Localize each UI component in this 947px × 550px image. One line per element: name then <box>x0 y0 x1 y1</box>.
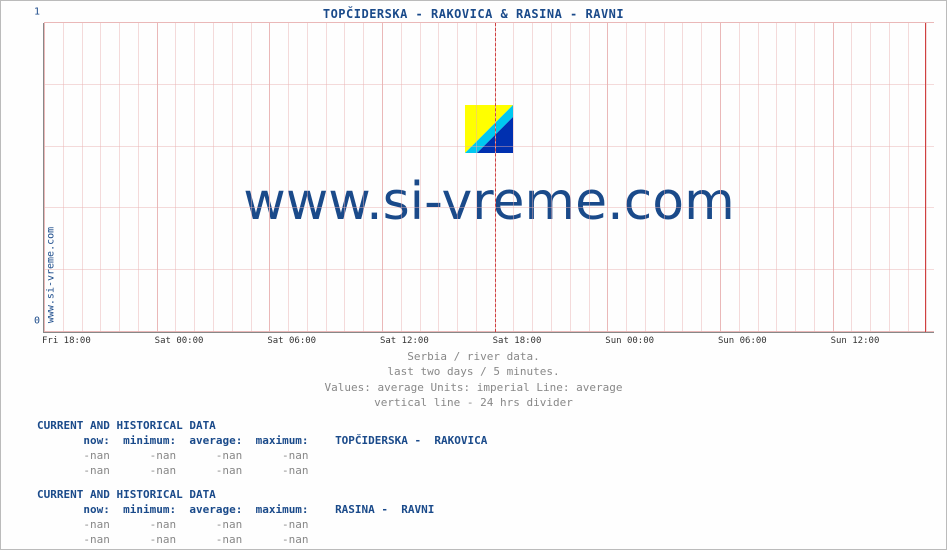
gridline-vertical <box>63 23 64 332</box>
gridline-vertical <box>645 23 646 332</box>
gridline-vertical <box>288 23 289 332</box>
gridline-vertical <box>589 23 590 332</box>
gridline-vertical <box>720 23 721 332</box>
gridline-vertical <box>420 23 421 332</box>
gridline-vertical <box>100 23 101 332</box>
end-marker-line <box>925 23 926 332</box>
block-title: CURRENT AND HISTORICAL DATA <box>37 419 934 434</box>
x-tick-label: Sat 12:00 <box>380 336 429 346</box>
gridline-horizontal <box>44 146 934 147</box>
gridline-vertical <box>457 23 458 332</box>
gridline-vertical <box>926 23 927 332</box>
x-tick-label: Sun 06:00 <box>718 336 767 346</box>
x-tick-label: Sun 12:00 <box>831 336 880 346</box>
gridline-horizontal <box>44 22 934 23</box>
gridline-vertical <box>363 23 364 332</box>
gridline-vertical <box>908 23 909 332</box>
gridline-vertical <box>551 23 552 332</box>
gridline-horizontal <box>44 207 934 208</box>
gridline-vertical <box>626 23 627 332</box>
chart-title: TOPČIDERSKA - RAKOVICA & RASINA - RAVNI <box>1 1 946 21</box>
watermark-text: www.si-vreme.com <box>243 172 735 232</box>
gridline-vertical <box>814 23 815 332</box>
gridline-vertical <box>476 23 477 332</box>
gridline-vertical <box>607 23 608 332</box>
gridline-vertical <box>157 23 158 332</box>
table-header-row: now: minimum: average: maximum: TOPČIDER… <box>37 434 934 449</box>
gridline-vertical <box>326 23 327 332</box>
gridline-vertical <box>532 23 533 332</box>
gridline-vertical <box>382 23 383 332</box>
gridline-vertical <box>758 23 759 332</box>
gridline-vertical <box>664 23 665 332</box>
gridline-vertical <box>833 23 834 332</box>
gridline-vertical <box>401 23 402 332</box>
gridline-vertical <box>44 23 45 332</box>
gridline-vertical <box>870 23 871 332</box>
gridline-vertical <box>344 23 345 332</box>
gridline-vertical <box>889 23 890 332</box>
gridline-vertical <box>232 23 233 332</box>
y-tick-label: 1 <box>34 7 40 18</box>
gridline-vertical <box>213 23 214 332</box>
gridline-vertical <box>194 23 195 332</box>
gridline-vertical <box>269 23 270 332</box>
x-tick-label: Sat 06:00 <box>267 336 316 346</box>
subtitle-line: last two days / 5 minutes. <box>1 364 946 379</box>
x-tick-label: Sun 00:00 <box>605 336 654 346</box>
gridline-vertical <box>175 23 176 332</box>
gridline-vertical <box>776 23 777 332</box>
table-header-row: now: minimum: average: maximum: RASINA -… <box>37 503 934 518</box>
gridline-vertical <box>251 23 252 332</box>
chart-container: TOPČIDERSKA - RAKOVICA & RASINA - RAVNI … <box>0 0 947 550</box>
gridline-horizontal <box>44 269 934 270</box>
subtitle-line: Serbia / river data. <box>1 349 946 364</box>
x-tick-label: Sat 18:00 <box>493 336 542 346</box>
table-row: -nan -nan -nan -nan <box>37 518 934 533</box>
gridline-vertical <box>851 23 852 332</box>
gridline-vertical <box>119 23 120 332</box>
subtitle-line: Values: average Units: imperial Line: av… <box>1 380 946 395</box>
table-row: -nan -nan -nan -nan <box>37 533 934 548</box>
divider-line <box>495 23 496 332</box>
data-block: CURRENT AND HISTORICAL DATA now: minimum… <box>37 419 934 478</box>
x-tick-label: Sat 00:00 <box>155 336 204 346</box>
subtitle-line: vertical line - 24 hrs divider <box>1 395 946 410</box>
x-tick-label: Fri 18:00 <box>42 336 91 346</box>
gridline-vertical <box>82 23 83 332</box>
data-tables: CURRENT AND HISTORICAL DATA now: minimum… <box>37 419 934 548</box>
chart-subtitle: Serbia / river data. last two days / 5 m… <box>1 349 946 411</box>
gridline-vertical <box>795 23 796 332</box>
gridline-vertical <box>513 23 514 332</box>
gridline-horizontal <box>44 84 934 85</box>
plot-area: www.si-vreme.com 01Fri 18:00Sat 00:00Sat… <box>43 23 934 333</box>
table-row: -nan -nan -nan -nan <box>37 449 934 464</box>
block-title: CURRENT AND HISTORICAL DATA <box>37 488 934 503</box>
gridline-vertical <box>138 23 139 332</box>
data-block: CURRENT AND HISTORICAL DATA now: minimum… <box>37 488 934 547</box>
gridline-vertical <box>570 23 571 332</box>
gridline-vertical <box>307 23 308 332</box>
gridline-horizontal <box>44 331 934 332</box>
gridline-vertical <box>682 23 683 332</box>
table-row: -nan -nan -nan -nan <box>37 464 934 479</box>
gridline-vertical <box>739 23 740 332</box>
y-tick-label: 0 <box>34 316 40 327</box>
gridline-vertical <box>438 23 439 332</box>
gridline-vertical <box>701 23 702 332</box>
